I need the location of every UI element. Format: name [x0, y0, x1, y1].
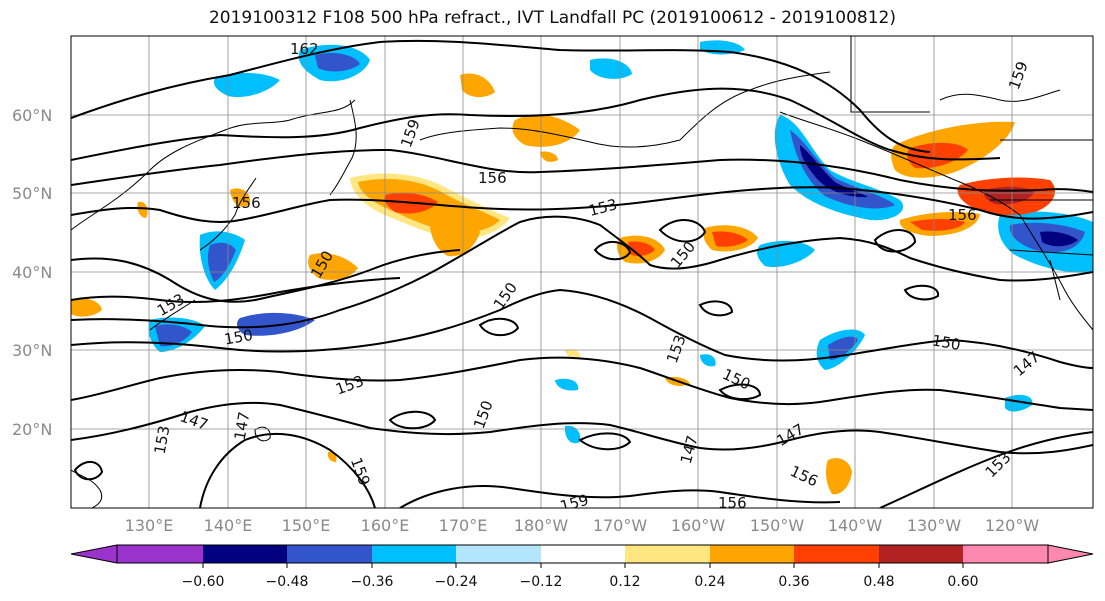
lat-label-60n: 60°N [12, 106, 52, 125]
lon-label: 130°E [125, 516, 174, 535]
colorbar-tick-label: −0.60 [182, 574, 225, 590]
colorbar-tick-label: 0.60 [947, 574, 978, 590]
lon-label: 130°W [907, 516, 962, 535]
lon-label: 140°E [204, 516, 253, 535]
refractivity-contours [71, 39, 1093, 508]
colorbar-segment [287, 545, 372, 563]
lon-label: 180°W [514, 516, 569, 535]
colorbar-tick-label: −0.24 [435, 574, 478, 590]
colorbar-tick-label: 0.24 [694, 574, 725, 590]
map-panel: 162 159 156 156 156 153 153 153 153 153 … [70, 35, 1094, 516]
colorbar-segment [963, 545, 1048, 563]
colorbar-tick-label: 0.48 [863, 574, 894, 590]
colorbar-segment [117, 545, 203, 563]
latitude-labels: 60°N 50°N 40°N 30°N 20°N [12, 106, 52, 439]
colorbar-segment [203, 545, 287, 563]
contour-label: 150 [223, 326, 254, 349]
lon-label: 150°W [750, 516, 805, 535]
colorbar-segment [541, 545, 625, 563]
colorbar-segment [794, 545, 879, 563]
lon-label: 160°E [361, 516, 410, 535]
colorbar-ticks [202, 563, 964, 568]
lat-label-20n: 20°N [12, 420, 52, 439]
longitude-labels: 130°E 140°E 150°E 160°E 170°E 180°W 170°… [125, 516, 1040, 535]
colorbar-tick-label: −0.36 [351, 574, 394, 590]
colorbar: −0.60 −0.48 −0.36 −0.24 −0.12 0.12 0.24 … [70, 544, 1094, 590]
colorbar-max-extension [1047, 544, 1094, 564]
contour-label: 156 [232, 194, 261, 212]
colorbar-tick-label: −0.48 [266, 574, 309, 590]
colorbar-segment [879, 545, 963, 563]
lon-label: 160°W [671, 516, 726, 535]
colorbar-tick-label: 0.12 [609, 574, 640, 590]
contour-label: 156 [718, 494, 747, 512]
lon-label: 140°W [828, 516, 883, 535]
lon-label: 170°W [593, 516, 648, 535]
contour-label: 156 [478, 169, 507, 187]
colorbar-min-extension [70, 544, 118, 564]
contour-label: 150 [931, 331, 962, 354]
colorbar-segment [372, 545, 456, 563]
contour-label: 147 [231, 410, 254, 441]
lat-label-50n: 50°N [12, 184, 52, 203]
map-frame [70, 35, 1094, 509]
contour-label: 162 [290, 40, 319, 58]
colorbar-tick-label: −0.12 [520, 574, 563, 590]
colorbar-tick-label: 0.36 [778, 574, 809, 590]
lon-label: 170°E [439, 516, 488, 535]
colorbar-segment [710, 545, 794, 563]
contour-label: 153 [151, 424, 174, 455]
map-title: 2019100312 F108 500 hPa refract., IVT La… [208, 8, 896, 28]
contour-label: 159 [558, 491, 590, 516]
contour-label: 156 [948, 206, 977, 224]
lat-label-40n: 40°N [12, 263, 52, 282]
lon-label: 150°E [282, 516, 331, 535]
colorbar-segment [456, 545, 541, 563]
lat-label-30n: 30°N [12, 341, 52, 360]
colorbar-segment [625, 545, 710, 563]
lon-label: 120°W [985, 516, 1040, 535]
